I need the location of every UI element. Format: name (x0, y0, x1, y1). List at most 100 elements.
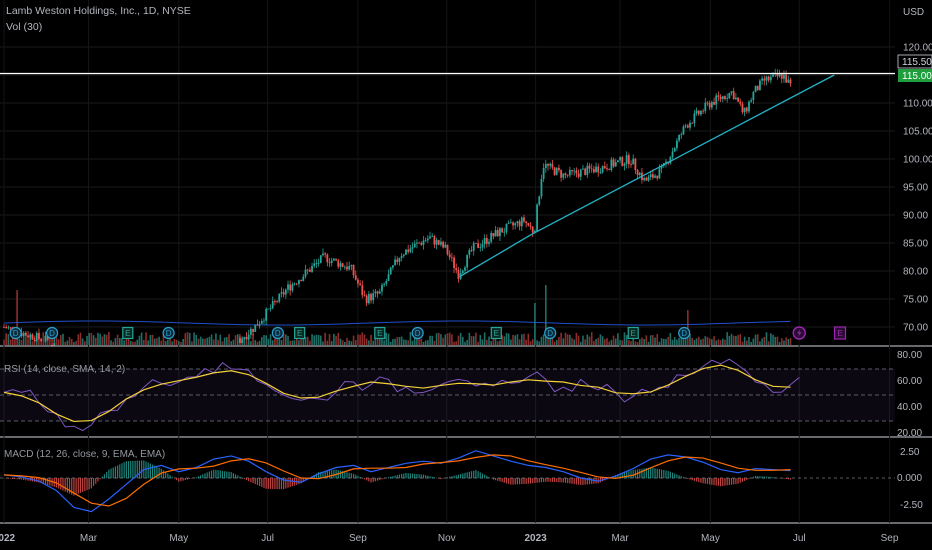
volume-bar (416, 338, 418, 345)
volume-bar (317, 334, 320, 345)
macd-histogram-bar (106, 471, 108, 479)
volume-bar (188, 332, 191, 345)
macd-histogram-bar (464, 472, 466, 479)
trendline-0 (459, 234, 532, 278)
candle-body (586, 165, 589, 175)
macd-histogram-bar (84, 478, 86, 492)
macd-histogram-bar (355, 474, 357, 479)
volume-bar (258, 340, 261, 345)
candle-body (529, 225, 532, 227)
candle-body (435, 240, 438, 245)
macd-histogram-bar (702, 478, 704, 484)
candle-body (298, 280, 300, 284)
volume-bar (481, 339, 484, 345)
volume-bar (761, 338, 763, 345)
volume-bar (199, 336, 202, 345)
volume-bar (501, 335, 503, 345)
macd-histogram-bar (451, 476, 453, 479)
volume-bar (180, 341, 182, 345)
volume-bar (571, 337, 573, 345)
volume-bar (693, 339, 696, 345)
volume-bar (236, 334, 239, 345)
macd-histogram-bar (38, 478, 40, 483)
macd-histogram-bar (90, 478, 92, 489)
candle-body (409, 248, 412, 252)
candle-body (555, 167, 558, 175)
volume-bar (18, 339, 21, 345)
candle-body (520, 217, 523, 227)
volume-bar (632, 333, 635, 345)
candle-body (741, 103, 744, 113)
volume-bar (542, 334, 545, 345)
macd-histogram-bar (588, 478, 591, 485)
macd-histogram-bar (525, 478, 527, 484)
volume-bar (669, 332, 672, 345)
earnings-marker-glyph: E (377, 329, 382, 338)
volume-bar (752, 338, 755, 345)
macd-histogram-bar (645, 468, 647, 479)
macd-histogram-bar (575, 478, 578, 485)
candle-body (724, 96, 726, 99)
macd-histogram-bar (647, 467, 650, 479)
candle-body (457, 270, 460, 279)
candle-body (560, 170, 563, 178)
macd-histogram-bar (195, 477, 197, 479)
volume-bar (184, 333, 187, 345)
candle-body (252, 328, 254, 332)
candle-body (431, 236, 434, 237)
macd-histogram-bar (210, 470, 213, 479)
volume-bar (219, 334, 222, 345)
macd-histogram-bar (68, 478, 71, 494)
macd-histogram-bar (178, 478, 180, 482)
candle-body (739, 101, 742, 104)
candle-body (304, 269, 307, 277)
macd-histogram-bar (656, 468, 658, 479)
macd-histogram-bar (237, 475, 239, 479)
volume-bar (514, 335, 517, 345)
candle-body (573, 170, 576, 172)
candle-body (22, 332, 25, 336)
volume-bar (73, 341, 75, 345)
candle-body (3, 327, 5, 328)
volume-bar (315, 334, 318, 345)
volume-bar (564, 332, 567, 345)
volume-bar (625, 335, 628, 345)
volume-bar (534, 303, 536, 345)
macd-histogram-bar (438, 478, 440, 479)
macd-histogram-bar (60, 478, 62, 490)
volume-bar (394, 338, 396, 345)
volume-bar (525, 339, 527, 345)
macd-histogram-bar (521, 478, 523, 485)
volume-bar (385, 332, 388, 345)
macd-histogram-bar (709, 478, 711, 485)
macd-histogram-bar (722, 478, 724, 486)
volume-bar (261, 337, 263, 345)
volume-bar (285, 334, 287, 345)
volume-bar (396, 337, 399, 345)
macd-histogram-bar (158, 467, 160, 479)
candle-body (361, 285, 364, 296)
macd-histogram-bar (661, 469, 663, 479)
volume-bar (226, 337, 228, 345)
candle-body (715, 95, 718, 105)
candle-body (732, 91, 735, 100)
volume-bar (20, 339, 23, 345)
candle-body (700, 110, 702, 115)
macd-histogram-bar (383, 478, 385, 479)
macd-histogram-bar (186, 478, 189, 480)
volume-bar (156, 338, 158, 345)
lightning-icon (797, 329, 802, 337)
macd-histogram-bar (112, 467, 114, 479)
volume-bar (553, 341, 556, 345)
rsi-label: RSI (14, close, SMA, 14, 2) (4, 364, 125, 375)
volume-bar (479, 335, 482, 345)
macd-histogram-bar (79, 478, 82, 493)
volume-bar (711, 339, 713, 345)
macd-histogram-bar (392, 476, 394, 479)
volume-bar (274, 338, 276, 345)
candle-body (689, 122, 691, 128)
candle-body (260, 320, 263, 324)
volume-bar (647, 341, 650, 345)
